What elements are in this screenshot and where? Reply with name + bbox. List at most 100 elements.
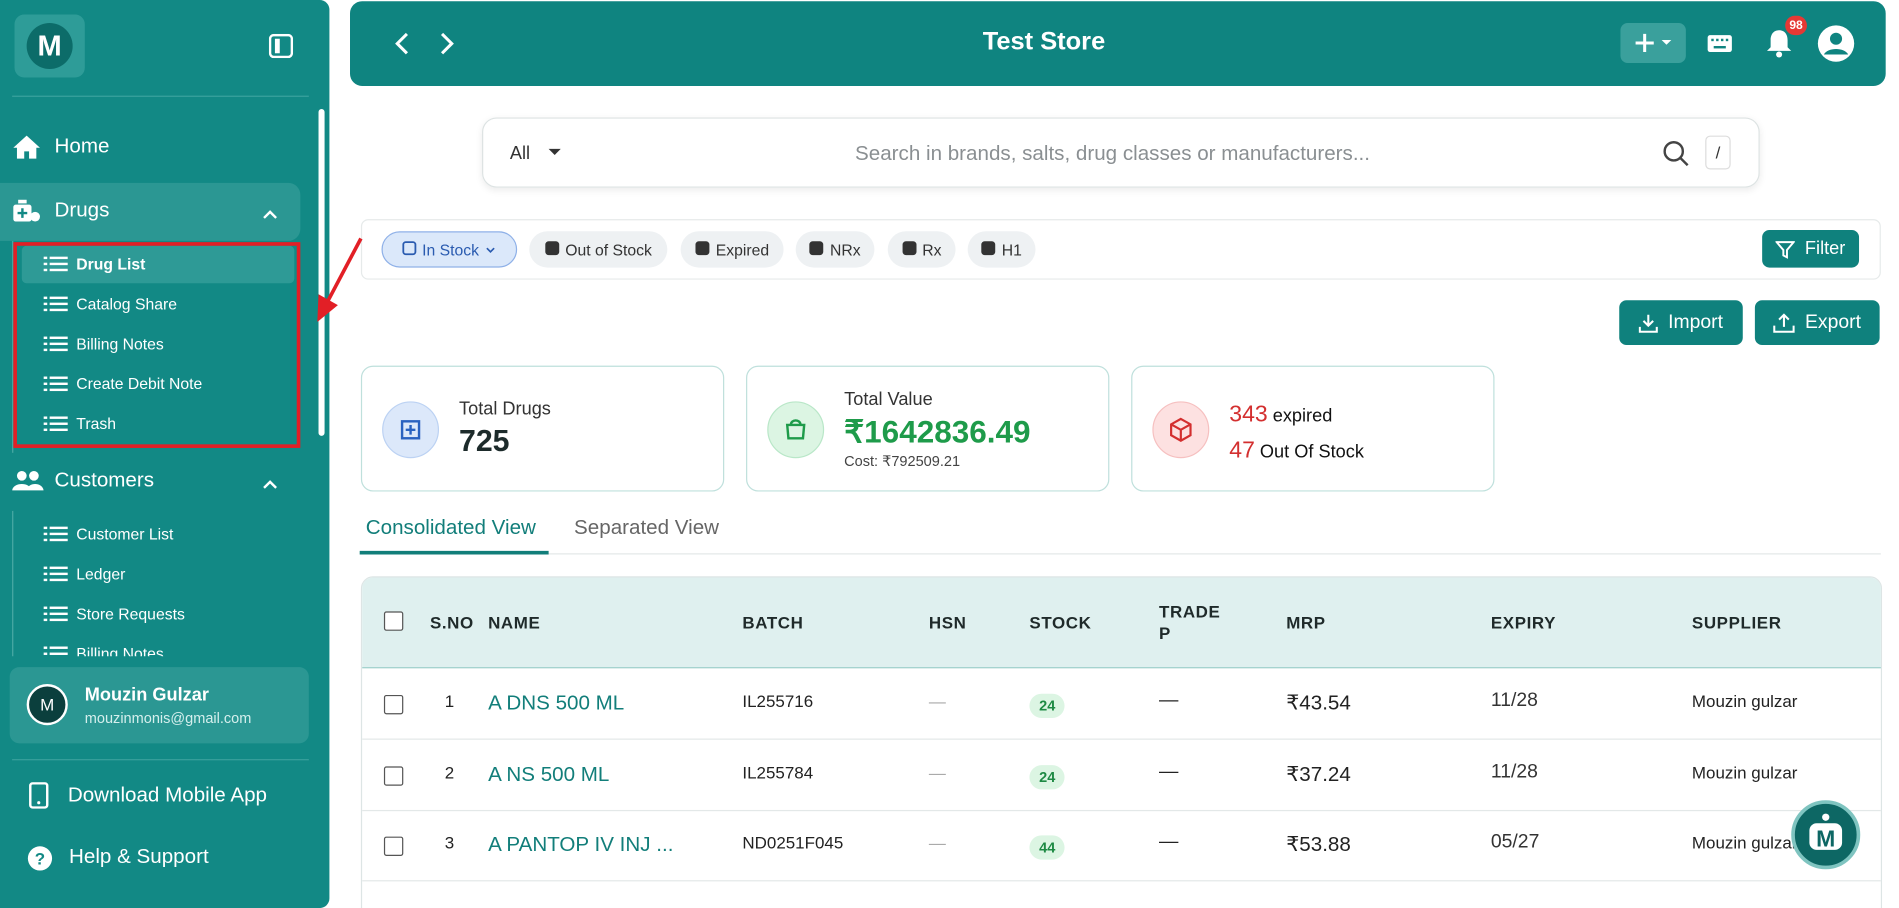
sub-nav-item[interactable]: Billing Notes (76, 334, 164, 353)
stat-label: Total Drugs (459, 398, 551, 420)
column-header: MRP (1286, 612, 1326, 632)
nav: Home Drugs Drug List Catalog Share Billing N… (0, 99, 329, 657)
svg-text:M: M (38, 31, 62, 63)
sub-nav-item[interactable]: Trash (76, 414, 116, 433)
cell: ₹53.88 (1286, 833, 1351, 857)
search-icon[interactable] (1663, 140, 1690, 167)
filter-chip[interactable]: Out of Stock (529, 231, 668, 268)
sub-nav-item[interactable]: Store Requests (76, 604, 185, 623)
chip-label: Rx (922, 240, 942, 259)
row-border (362, 880, 1881, 882)
row-checkbox[interactable] (383, 694, 404, 715)
tab[interactable]: Separated View (574, 515, 720, 539)
cell: 05/27 (1490, 831, 1540, 853)
search-placeholder[interactable]: Search in brands, salts, drug classes or… (855, 141, 1371, 165)
download-app-link[interactable]: Download Mobile App (67, 783, 267, 807)
nav-item[interactable]: Drugs (54, 198, 110, 222)
chevron (262, 205, 279, 227)
column-header: BATCH (742, 612, 804, 632)
cell: Mouzin gulzar (1691, 762, 1798, 782)
add-button[interactable] (1620, 23, 1686, 63)
tab-active[interactable]: Consolidated View (365, 515, 536, 539)
sub-nav-item[interactable]: Drug List (76, 254, 146, 274)
svg-text:M: M (1816, 825, 1835, 851)
sub-nav-item[interactable]: Ledger (76, 564, 126, 583)
nav-icon (12, 133, 41, 166)
stat-cost: Cost: ₹792509.21 (844, 452, 961, 470)
cell: — (1159, 831, 1179, 853)
chip-label: Out of Stock (565, 240, 652, 259)
chevron (262, 475, 279, 497)
keyboard-icon[interactable] (1706, 33, 1733, 55)
chip-icon (401, 240, 416, 258)
profile-icon[interactable] (1817, 24, 1856, 63)
sub-icon (43, 604, 68, 629)
stock-pill: 24 (1029, 764, 1065, 789)
chip-icon (981, 240, 996, 258)
import-button[interactable]: Import (1619, 300, 1743, 346)
sidebar: M Home Drugs Drug List Catalog Share Billing… (0, 0, 330, 908)
user-email: mouzinmonis@gmail.com (84, 709, 252, 727)
filter-chip[interactable]: In Stock (381, 231, 518, 268)
history-nav[interactable] (391, 30, 464, 57)
cell: 1 (444, 691, 455, 711)
stat-card: Total Drugs 725 (360, 365, 725, 492)
avatar: M (26, 684, 68, 726)
out-label: Out Of Stock (1259, 441, 1364, 463)
chip-label: NRx (830, 240, 861, 259)
chip-icon (809, 240, 824, 258)
row-checkbox[interactable] (383, 765, 404, 786)
filter-chip[interactable]: Rx (887, 231, 956, 268)
sub-nav-item[interactable]: Billing Notes (76, 644, 164, 657)
sub-nav-item[interactable]: Customer List (76, 524, 174, 543)
stat-icon (382, 401, 440, 459)
sub-nav-item[interactable]: Catalog Share (76, 294, 177, 313)
chip-bar (360, 219, 1881, 280)
sub-icon (43, 564, 68, 589)
select-all[interactable] (383, 611, 404, 631)
assistant-button[interactable]: M (1791, 800, 1861, 870)
drug-name-link[interactable]: A DNS 500 ML (488, 691, 625, 715)
filter-chip[interactable]: NRx (795, 231, 875, 268)
cell: 2 (444, 762, 455, 782)
cell: ND0251F045 (742, 833, 844, 853)
chip-label: In Stock (422, 240, 479, 259)
expired-count: 343 (1229, 401, 1268, 428)
row-checkbox[interactable] (383, 836, 404, 857)
user-card[interactable]: M Mouzin Gulzar mouzinmonis@gmail.com (9, 667, 309, 744)
export-button[interactable]: Export (1754, 300, 1880, 346)
search-bar[interactable]: All Search in brands, salts, drug classe… (482, 117, 1760, 188)
divider (12, 95, 309, 97)
stock-pill: 24 (1029, 693, 1065, 718)
filter-chip[interactable]: H1 (967, 231, 1036, 268)
notification-badge: 98 (1785, 15, 1807, 36)
filter-label: Filter (1804, 238, 1846, 260)
help-link[interactable]: Help & Support (69, 845, 209, 869)
collapse-button[interactable] (268, 33, 294, 59)
column-header: TRADE P (1159, 601, 1221, 643)
sub-icon (43, 294, 68, 319)
cell: IL255784 (742, 762, 814, 782)
tab-divider (359, 553, 1881, 555)
sub-nav-item[interactable]: Create Debit Note (76, 374, 203, 393)
nav-item[interactable]: Home (54, 134, 110, 158)
user-name: Mouzin Gulzar (84, 684, 209, 706)
store-title-text: Test Store (982, 27, 1106, 56)
chip-label: Expired (715, 240, 770, 259)
drug-name-link[interactable]: A PANTOP IV INJ ... (488, 833, 674, 857)
drug-name-link[interactable]: A NS 500 ML (488, 762, 610, 786)
export-label: Export (1804, 311, 1862, 333)
bell-icon[interactable] (1765, 28, 1794, 59)
sub-icon (43, 414, 68, 439)
stat-value: 725 (459, 424, 510, 459)
nav-item[interactable]: Customers (54, 468, 155, 492)
search-scope[interactable]: All (509, 143, 531, 165)
filter-button[interactable]: Filter (1762, 230, 1860, 268)
column-header: STOCK (1029, 612, 1092, 632)
column-header: EXPIRY (1490, 612, 1557, 632)
filter-chip[interactable]: Expired (680, 231, 784, 268)
divider (12, 759, 309, 761)
logo[interactable]: M (14, 14, 85, 78)
chip-icon (902, 240, 917, 258)
